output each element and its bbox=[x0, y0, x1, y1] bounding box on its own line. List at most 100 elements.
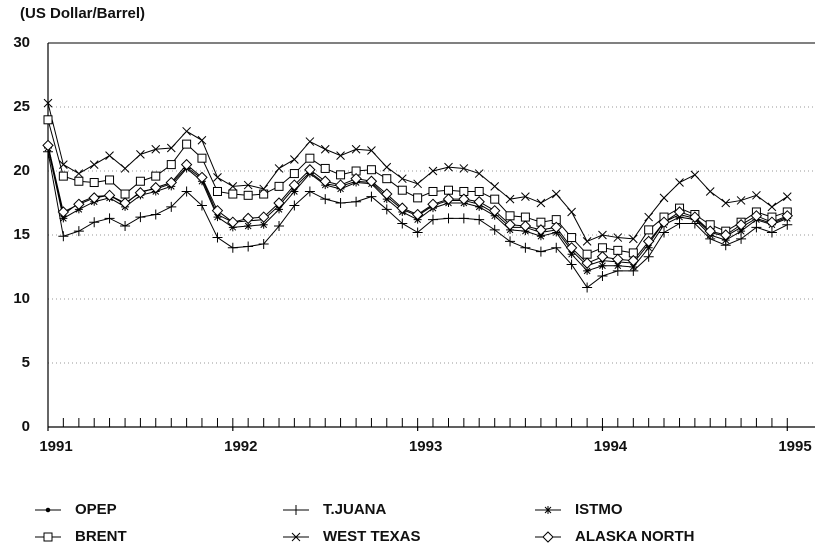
marker bbox=[366, 191, 377, 202]
marker bbox=[151, 144, 161, 154]
marker bbox=[519, 220, 532, 232]
marker bbox=[411, 208, 424, 221]
legend-item: T.JUANA bbox=[283, 501, 387, 518]
x-tick-label: 1991 bbox=[39, 438, 72, 455]
marker bbox=[213, 213, 222, 222]
marker bbox=[381, 188, 393, 200]
x-tick-label: 1992 bbox=[224, 438, 257, 455]
marker bbox=[536, 198, 546, 208]
marker bbox=[367, 146, 376, 155]
marker bbox=[336, 151, 345, 160]
legend-item: OPEP bbox=[35, 501, 117, 518]
marker bbox=[413, 179, 422, 189]
marker bbox=[428, 186, 438, 196]
marker bbox=[382, 174, 392, 184]
marker bbox=[120, 164, 130, 173]
y-tick-label: 30 bbox=[13, 34, 30, 51]
marker bbox=[413, 193, 423, 203]
marker bbox=[275, 205, 284, 214]
marker bbox=[505, 236, 516, 247]
marker bbox=[659, 193, 669, 203]
marker bbox=[443, 213, 454, 224]
marker bbox=[535, 224, 547, 236]
marker bbox=[542, 531, 554, 543]
marker bbox=[305, 137, 315, 146]
marker bbox=[597, 243, 607, 253]
marker bbox=[150, 209, 161, 220]
marker bbox=[521, 192, 530, 201]
marker bbox=[227, 216, 239, 228]
y-tick-label: 20 bbox=[13, 162, 30, 179]
marker bbox=[597, 270, 608, 281]
marker bbox=[566, 259, 577, 270]
marker bbox=[103, 189, 116, 202]
y-tick-label: 0 bbox=[22, 418, 30, 435]
marker bbox=[567, 250, 576, 259]
marker bbox=[474, 186, 484, 196]
marker bbox=[489, 224, 500, 235]
marker bbox=[704, 225, 716, 237]
marker bbox=[721, 198, 731, 208]
marker bbox=[291, 532, 301, 542]
marker bbox=[73, 226, 84, 237]
marker bbox=[643, 251, 654, 262]
marker bbox=[243, 180, 253, 190]
marker bbox=[274, 164, 284, 173]
marker bbox=[182, 139, 192, 149]
series-markers bbox=[42, 139, 793, 269]
marker bbox=[459, 164, 469, 173]
marker bbox=[305, 153, 315, 163]
y-tick-label: 5 bbox=[22, 354, 30, 371]
marker bbox=[120, 189, 130, 199]
marker bbox=[105, 175, 115, 185]
marker bbox=[274, 181, 284, 191]
marker bbox=[351, 144, 361, 154]
marker bbox=[720, 229, 732, 241]
marker bbox=[135, 176, 145, 186]
marker bbox=[320, 194, 331, 205]
marker bbox=[490, 182, 500, 191]
marker bbox=[567, 233, 577, 243]
marker bbox=[227, 242, 238, 253]
marker bbox=[397, 174, 407, 184]
marker bbox=[766, 216, 778, 228]
marker bbox=[474, 214, 485, 225]
y-tick-label: 10 bbox=[13, 290, 30, 307]
marker bbox=[197, 135, 207, 145]
marker bbox=[196, 171, 208, 184]
marker bbox=[336, 170, 346, 180]
marker bbox=[366, 165, 376, 175]
marker bbox=[74, 176, 84, 186]
marker bbox=[58, 171, 68, 181]
marker bbox=[197, 153, 207, 163]
marker bbox=[165, 176, 177, 189]
marker bbox=[166, 201, 177, 212]
marker bbox=[88, 192, 100, 204]
marker bbox=[644, 212, 654, 222]
marker bbox=[551, 189, 561, 199]
marker bbox=[319, 175, 331, 187]
marker bbox=[196, 200, 207, 211]
marker bbox=[89, 178, 99, 188]
marker bbox=[474, 169, 484, 178]
marker bbox=[259, 220, 268, 229]
marker bbox=[244, 222, 253, 231]
marker bbox=[304, 164, 316, 176]
marker bbox=[43, 115, 53, 125]
marker bbox=[257, 211, 270, 223]
marker bbox=[544, 506, 552, 514]
marker bbox=[151, 171, 161, 181]
marker bbox=[767, 202, 777, 212]
marker bbox=[412, 227, 423, 238]
marker bbox=[182, 126, 191, 136]
marker bbox=[135, 212, 146, 223]
marker bbox=[304, 186, 315, 197]
marker bbox=[520, 212, 530, 222]
marker bbox=[751, 222, 762, 233]
marker bbox=[473, 196, 485, 208]
marker bbox=[613, 261, 622, 270]
marker bbox=[705, 187, 715, 196]
legend-label: ALASKA NORTH bbox=[575, 528, 694, 545]
marker bbox=[550, 221, 562, 234]
marker bbox=[442, 193, 455, 205]
